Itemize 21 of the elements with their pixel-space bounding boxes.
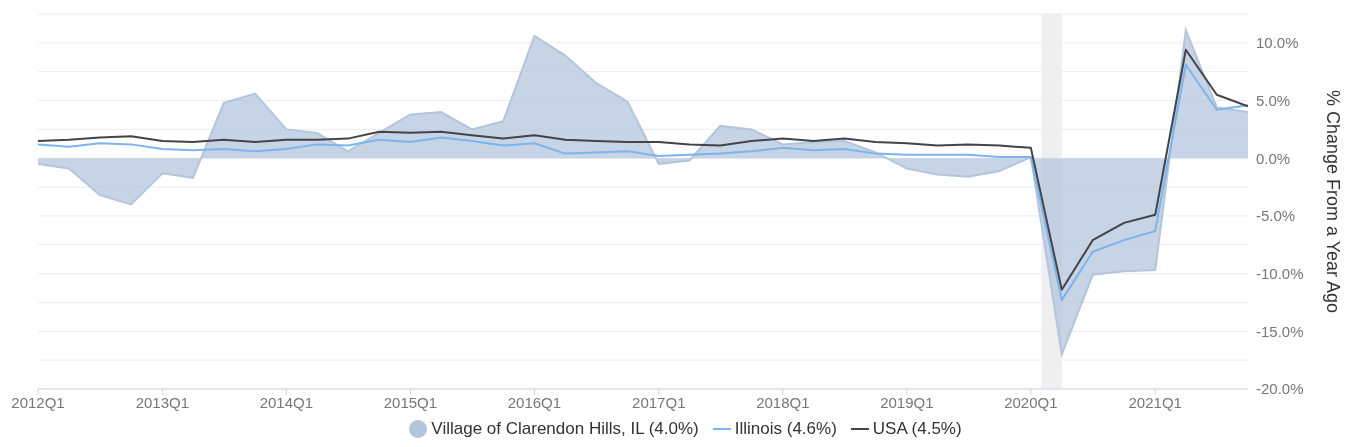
- y-tick-label: 5.0%: [1256, 91, 1291, 109]
- y-tick-label: 10.0%: [1256, 34, 1299, 52]
- x-tick-label: 2014Q1: [259, 393, 314, 411]
- x-tick-label: 2017Q1: [632, 393, 686, 411]
- legend-label: Illinois (4.6%): [734, 419, 837, 439]
- legend-label: USA (4.5%): [872, 419, 962, 439]
- y-tick-label: 0.0%: [1256, 149, 1291, 167]
- legend-label: Village of Clarendon Hills, IL (4.0%): [431, 419, 699, 439]
- x-tick-label: 2015Q1: [383, 393, 438, 411]
- x-tick-label: 2019Q1: [880, 393, 934, 411]
- x-tick-label: 2018Q1: [756, 393, 810, 411]
- x-tick-label: 2020Q1: [1004, 393, 1058, 411]
- x-tick-label: 2012Q1: [11, 393, 65, 411]
- y-tick-label: -20.0%: [1256, 380, 1304, 398]
- x-tick-label: 2013Q1: [135, 393, 190, 411]
- y-tick-label: -15.0%: [1256, 322, 1304, 340]
- x-tick-label: 2016Q1: [507, 393, 562, 411]
- y-tick-label: -10.0%: [1256, 264, 1304, 282]
- y-tick-label: -5.0%: [1256, 207, 1296, 225]
- x-tick-label: 2021Q1: [1128, 393, 1182, 411]
- y-axis-title: % Change From a Year Ago: [1322, 89, 1343, 314]
